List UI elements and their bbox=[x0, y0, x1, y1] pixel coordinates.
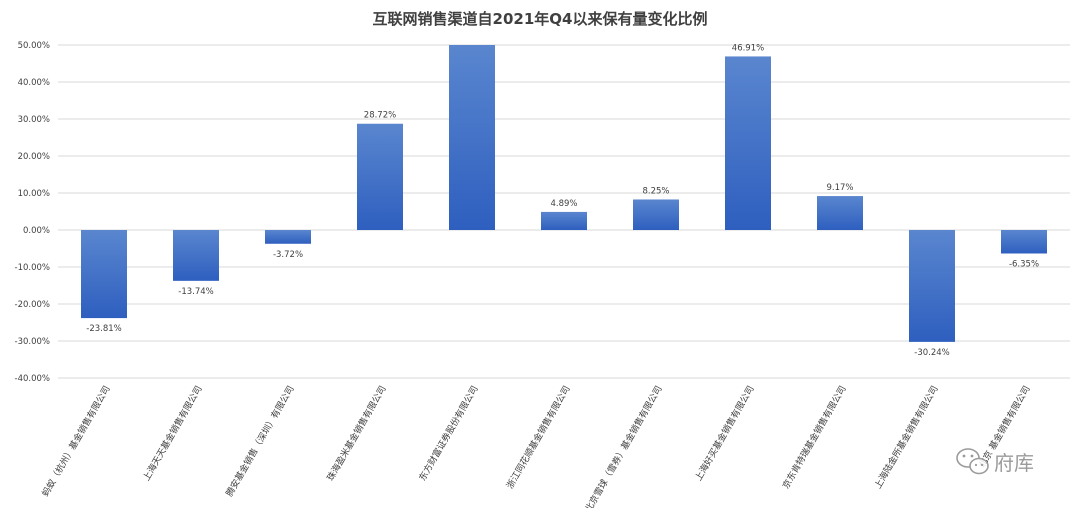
data-label: 46.91% bbox=[732, 43, 764, 53]
data-label: -6.35% bbox=[1009, 259, 1039, 269]
x-tick-label: 东方财富证券股份有限公司 bbox=[416, 384, 480, 484]
bar bbox=[81, 230, 127, 319]
bar bbox=[173, 230, 219, 281]
data-label: -30.24% bbox=[914, 348, 949, 358]
data-label: 9.17% bbox=[826, 183, 853, 193]
wechat-icon bbox=[956, 448, 989, 475]
y-tick-label: 30.00% bbox=[18, 115, 50, 125]
x-tick-label: 京东肯特瑞基金销售有限公司 bbox=[780, 384, 849, 491]
y-tick-label: 50.00% bbox=[18, 41, 50, 51]
data-label: -3.72% bbox=[273, 250, 303, 260]
y-tick-label: 20.00% bbox=[18, 152, 50, 162]
y-tick-label: 40.00% bbox=[18, 78, 50, 88]
watermark-text: 府库 bbox=[994, 451, 1034, 475]
y-tick-label: -20.00% bbox=[15, 300, 50, 310]
data-labels: -23.81% -13.74% -3.72% 28.72% 4.89% 8.25% 46.9… bbox=[86, 43, 1039, 357]
x-tick-label: 腾安基金销售（深圳）有限公司 bbox=[223, 384, 296, 499]
y-tick-label: 0.00% bbox=[23, 226, 50, 236]
watermark: 府库 bbox=[956, 448, 1034, 475]
bar bbox=[1001, 230, 1047, 254]
y-tick-label: -40.00% bbox=[15, 374, 50, 384]
data-label: 28.72% bbox=[364, 111, 396, 121]
bar bbox=[357, 123, 403, 230]
y-axis-ticks: 50.00% 40.00% 30.00% 20.00% 10.00% 0.00% -10.0… bbox=[15, 41, 50, 384]
x-tick-label: 上海好买基金销售有限公司 bbox=[692, 384, 756, 484]
x-tick-label: 上海陆金所基金销售有限公司 bbox=[872, 384, 941, 491]
bar bbox=[449, 45, 495, 230]
x-tick-label: 北京雪球（雪券）基金销售有限公司 bbox=[582, 384, 664, 508]
data-label: 4.89% bbox=[550, 199, 577, 209]
x-tick-label: 上海天天基金销售有限公司 bbox=[140, 384, 204, 484]
data-label: -13.74% bbox=[178, 287, 213, 297]
x-tick-label: 蚂蚁（杭州）基金销售有限公司 bbox=[39, 384, 112, 499]
bar bbox=[725, 56, 771, 230]
x-tick-label: 浙江同花顺基金销售有限公司 bbox=[504, 384, 573, 491]
bar bbox=[633, 199, 679, 230]
bar bbox=[817, 196, 863, 230]
chart-title: 互联网销售渠道自2021年Q4以来保有量变化比例 bbox=[373, 10, 708, 28]
bar bbox=[265, 230, 311, 244]
data-label: -23.81% bbox=[86, 324, 121, 334]
y-tick-label: 10.00% bbox=[18, 189, 50, 199]
y-tick-label: -30.00% bbox=[15, 337, 50, 347]
y-tick-label: -10.00% bbox=[15, 263, 50, 273]
data-label: 8.25% bbox=[642, 186, 669, 196]
bar bbox=[541, 211, 587, 230]
x-axis-labels: 蚂蚁（杭州）基金销售有限公司 上海天天基金销售有限公司 腾安基金销售（深圳）有限公司… bbox=[39, 384, 1032, 508]
bars bbox=[81, 45, 1047, 342]
x-tick-label: 珠海盈米基金销售有限公司 bbox=[324, 384, 388, 484]
bar bbox=[909, 230, 955, 342]
